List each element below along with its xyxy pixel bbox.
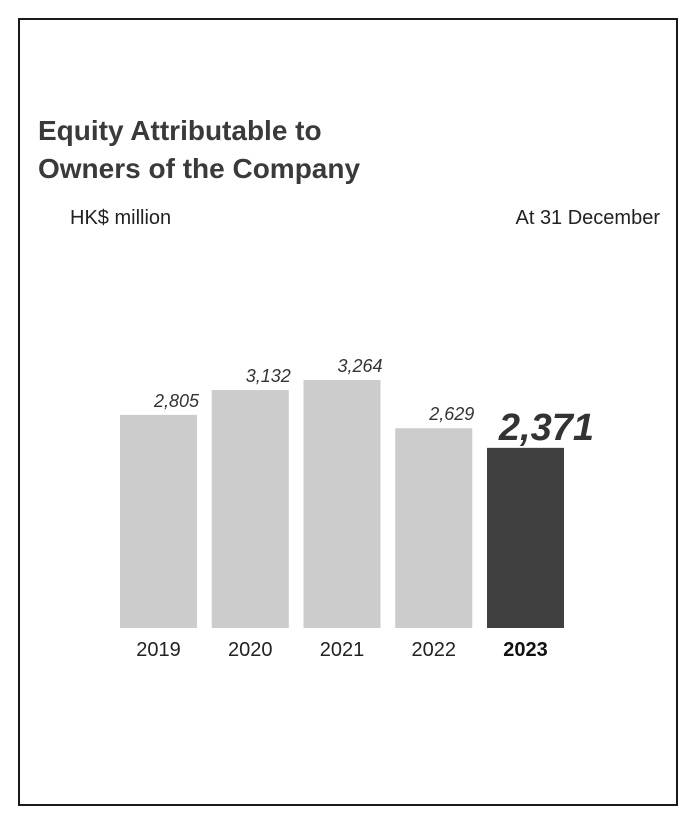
period-label: At 31 December (515, 207, 660, 229)
unit-label: HK$ million (70, 207, 172, 229)
chart-title-line-2: Owners of the Company (38, 153, 361, 184)
category-label-2021: 2021 (320, 639, 365, 661)
bar-2019 (120, 414, 197, 628)
value-label-2020: 3,132 (246, 366, 291, 386)
category-label-2023: 2023 (503, 639, 548, 661)
bar-2022 (395, 428, 473, 628)
bar-2023 (487, 447, 564, 628)
chart-frame (18, 18, 678, 806)
bar-2020 (211, 390, 289, 628)
category-label-2019: 2019 (136, 639, 181, 661)
value-label-2022: 2,629 (428, 404, 474, 424)
chart-title: Equity Attributable to Owners of the Com… (38, 112, 360, 188)
value-label-2019: 2,805 (153, 391, 200, 411)
chart-title-line-1: Equity Attributable to (38, 115, 322, 146)
value-label-2023: 2,371 (498, 407, 594, 449)
bar-2021 (303, 380, 381, 628)
value-label-2021: 3,264 (337, 356, 382, 376)
category-label-2020: 2020 (228, 639, 273, 661)
category-label-2022: 2022 (412, 639, 457, 661)
